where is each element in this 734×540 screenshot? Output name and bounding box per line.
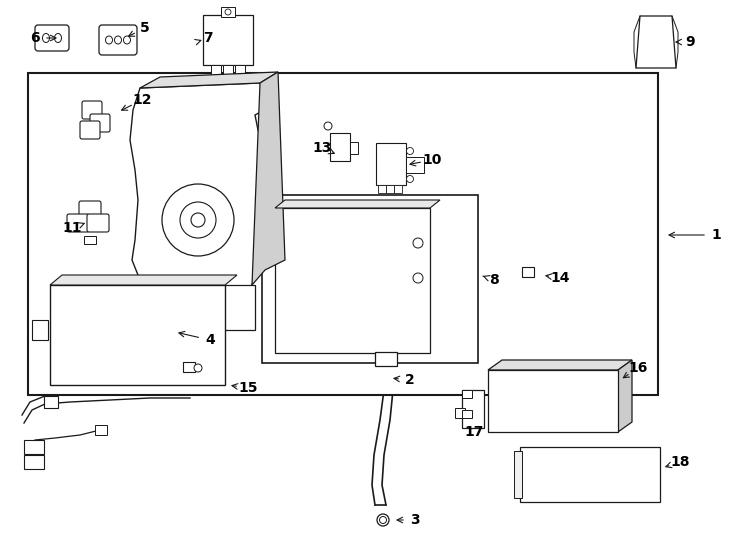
Text: 16: 16 xyxy=(628,361,647,375)
Bar xyxy=(330,133,350,161)
Ellipse shape xyxy=(225,9,231,15)
Bar xyxy=(95,425,107,435)
Bar xyxy=(28,73,658,395)
Bar xyxy=(82,104,94,112)
Bar xyxy=(375,352,397,366)
Bar xyxy=(24,440,44,454)
Text: 3: 3 xyxy=(410,513,420,527)
Text: 7: 7 xyxy=(203,31,213,45)
Ellipse shape xyxy=(123,36,131,44)
Bar xyxy=(520,447,660,502)
Bar xyxy=(223,65,233,75)
Ellipse shape xyxy=(379,516,387,523)
Ellipse shape xyxy=(413,273,423,283)
FancyBboxPatch shape xyxy=(67,214,89,232)
Ellipse shape xyxy=(180,202,216,238)
Polygon shape xyxy=(140,72,278,88)
Ellipse shape xyxy=(194,364,202,372)
FancyBboxPatch shape xyxy=(87,214,109,232)
Text: 10: 10 xyxy=(422,153,442,167)
Text: 4: 4 xyxy=(205,333,215,347)
Text: 6: 6 xyxy=(30,31,40,45)
Text: 13: 13 xyxy=(312,141,332,155)
Bar xyxy=(514,451,522,498)
Text: 9: 9 xyxy=(685,35,695,49)
Bar xyxy=(386,185,394,193)
FancyBboxPatch shape xyxy=(90,114,110,132)
Polygon shape xyxy=(488,360,632,370)
Bar xyxy=(462,410,472,418)
Ellipse shape xyxy=(324,122,332,130)
Bar xyxy=(350,142,358,154)
Bar xyxy=(394,185,402,193)
Bar xyxy=(32,320,48,340)
Bar xyxy=(378,185,386,193)
Ellipse shape xyxy=(162,184,234,256)
Bar xyxy=(203,15,253,65)
Text: 1: 1 xyxy=(711,228,721,242)
Bar xyxy=(455,408,465,418)
Bar xyxy=(376,143,406,185)
Bar xyxy=(50,285,225,385)
Ellipse shape xyxy=(413,238,423,248)
Ellipse shape xyxy=(191,213,205,227)
Bar xyxy=(462,390,484,428)
Bar xyxy=(211,65,221,75)
Bar xyxy=(221,7,235,17)
Bar xyxy=(24,455,44,469)
Text: 5: 5 xyxy=(140,21,150,35)
Ellipse shape xyxy=(377,514,389,526)
Bar xyxy=(646,24,666,56)
Bar xyxy=(522,267,534,277)
Bar xyxy=(145,285,255,330)
Ellipse shape xyxy=(407,176,413,183)
Ellipse shape xyxy=(106,36,112,44)
Bar xyxy=(84,236,96,244)
Text: 2: 2 xyxy=(405,373,415,387)
Bar xyxy=(44,396,58,408)
Text: 12: 12 xyxy=(132,93,152,107)
Bar xyxy=(462,390,472,398)
Ellipse shape xyxy=(407,147,413,154)
Bar xyxy=(275,208,430,353)
FancyBboxPatch shape xyxy=(82,101,102,119)
Bar xyxy=(262,195,478,363)
Text: 18: 18 xyxy=(670,455,690,469)
Bar xyxy=(488,370,618,432)
Text: 15: 15 xyxy=(239,381,258,395)
Polygon shape xyxy=(130,83,268,300)
Bar xyxy=(235,65,245,75)
Polygon shape xyxy=(618,360,632,432)
Ellipse shape xyxy=(43,33,49,43)
Polygon shape xyxy=(275,200,440,208)
Ellipse shape xyxy=(54,33,62,43)
FancyBboxPatch shape xyxy=(79,201,101,219)
Bar xyxy=(406,157,424,173)
FancyBboxPatch shape xyxy=(80,121,100,139)
Polygon shape xyxy=(636,16,676,68)
FancyBboxPatch shape xyxy=(99,25,137,55)
Polygon shape xyxy=(252,72,285,285)
Text: 14: 14 xyxy=(550,271,570,285)
FancyBboxPatch shape xyxy=(35,25,69,51)
Text: 17: 17 xyxy=(465,425,484,439)
Polygon shape xyxy=(50,275,237,285)
Bar xyxy=(183,362,195,372)
Text: 11: 11 xyxy=(62,221,81,235)
Ellipse shape xyxy=(115,36,122,44)
Text: 8: 8 xyxy=(489,273,499,287)
